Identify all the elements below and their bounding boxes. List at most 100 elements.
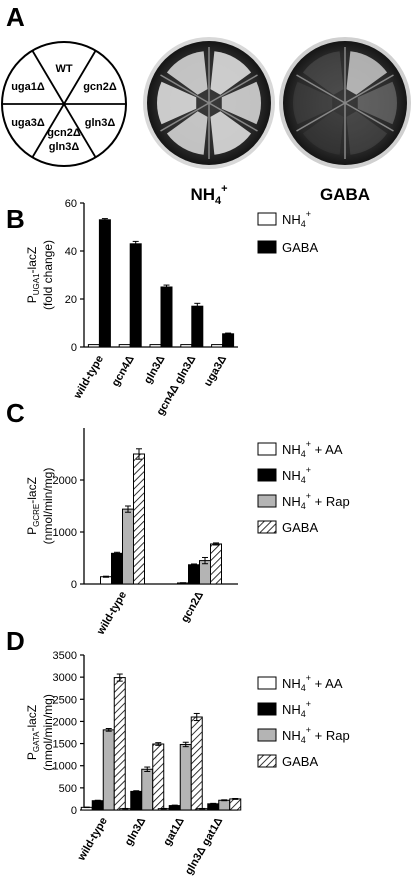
- legend-label: NH4+: [282, 699, 311, 719]
- label-base: NH: [190, 185, 215, 204]
- legend-sub: 4: [301, 501, 306, 511]
- legend-base: GABA: [282, 520, 318, 535]
- legend-swatch: [257, 240, 277, 254]
- legend-rest: + Rap: [311, 728, 350, 743]
- legend-swatch: [257, 702, 277, 716]
- legend-sub: 4: [301, 683, 306, 693]
- ylabel-main: P: [25, 527, 39, 535]
- growth-streak: [346, 111, 388, 155]
- category-label: gln3Δ: [123, 815, 149, 848]
- legend-swatch: [257, 676, 277, 690]
- bar: [111, 552, 123, 585]
- bar: [113, 677, 126, 811]
- sector-line: [160, 74, 210, 104]
- category-label: uga3Δ: [202, 353, 229, 388]
- sector-line: [344, 102, 394, 132]
- strain-wheel-diagram: WT gcn2Δ gln3Δ gcn2Δ gln3Δ uga3Δ uga1Δ: [1, 41, 127, 167]
- bar: [98, 219, 111, 348]
- sector-line: [208, 102, 258, 132]
- bar: [188, 564, 200, 585]
- legend-sup: +: [306, 465, 311, 475]
- category-label: gcn4Δ: [110, 353, 137, 388]
- y-axis-label-units: (fold change): [41, 240, 55, 310]
- legend-swatch: [257, 468, 277, 482]
- bar: [133, 453, 145, 585]
- bar: [129, 243, 142, 348]
- bar: [91, 800, 104, 811]
- legend-label: NH4+ + AA: [282, 439, 343, 459]
- legend-base: NH: [282, 468, 301, 483]
- bar: [160, 286, 173, 348]
- bar: [179, 743, 192, 811]
- sector-line: [296, 102, 346, 132]
- y-tick-label: 2000: [53, 475, 77, 487]
- ylabel-rest: -lacZ: [25, 705, 39, 732]
- bar: [191, 305, 204, 348]
- bar: [210, 543, 222, 585]
- growth-streak: [166, 51, 208, 95]
- legend-swatch: [257, 494, 277, 508]
- legend-base: NH: [282, 494, 301, 509]
- bar: [229, 798, 242, 811]
- y-tick-label: 40: [65, 246, 77, 258]
- sector-line: [296, 74, 346, 104]
- growth-sectors: [156, 47, 261, 159]
- label-sub: 4: [215, 195, 222, 207]
- legend-base: NH: [282, 442, 301, 457]
- panel-letter-b: B: [6, 204, 25, 234]
- sector-label-uga3: uga3Δ: [11, 117, 45, 129]
- bar: [87, 344, 100, 348]
- bar: [149, 344, 162, 348]
- bar: [118, 344, 131, 348]
- bar: [141, 768, 154, 811]
- bar: [218, 799, 231, 811]
- ylabel-main: P: [25, 752, 39, 760]
- y-tick-label: 60: [65, 198, 77, 210]
- bar: [211, 344, 224, 348]
- legend-label: NH4+ + AA: [282, 673, 343, 693]
- legend-label: NH4+ + Rap: [282, 725, 350, 745]
- y-tick-label: 2000: [53, 716, 77, 728]
- legend-label: GABA: [282, 240, 318, 255]
- legend-sup: +: [306, 491, 311, 501]
- legend-sub: 4: [301, 449, 306, 459]
- plate-photo-gaba: [279, 37, 411, 169]
- bar: [102, 729, 115, 811]
- growth-streak: [293, 81, 333, 125]
- sector-line: [160, 102, 210, 132]
- legend-sup: +: [306, 439, 311, 449]
- category-label: wild-type: [94, 590, 129, 638]
- legend-rest: + AA: [311, 676, 343, 691]
- legend-label: NH4+: [282, 465, 311, 485]
- legend-sup: +: [306, 725, 311, 735]
- ylabel-sub: UGA1: [32, 273, 41, 295]
- legend-sup: +: [306, 209, 311, 219]
- legend-base: NH: [282, 728, 301, 743]
- legend-base: GABA: [282, 240, 318, 255]
- growth-streak: [357, 81, 397, 125]
- growth-streak: [156, 81, 197, 125]
- legend-sub: 4: [301, 475, 306, 485]
- category-label: gln3Δ: [142, 353, 168, 386]
- legend-sub: 4: [301, 735, 306, 745]
- legend-base: NH: [282, 212, 301, 227]
- growth-sectors: [293, 47, 397, 159]
- legend-sub: 4: [301, 709, 306, 719]
- growth-streak: [346, 51, 388, 95]
- ylabel-sub: GATA: [32, 731, 41, 752]
- sector-label-gcn2: gcn2Δ: [83, 81, 117, 93]
- y-tick-label: 500: [59, 783, 77, 795]
- panel-letter-d: D: [6, 626, 25, 656]
- sector-label-wt: WT: [55, 63, 72, 75]
- bar: [122, 508, 134, 585]
- plate-label-nh4: NH4+: [190, 183, 227, 207]
- legend-swatch: [257, 212, 277, 226]
- wheel-divider: [31, 49, 65, 105]
- sector-label-gln3: gln3Δ: [85, 117, 116, 129]
- category-label: wild-type: [75, 816, 110, 864]
- category-label: gln3Δ gat1Δ: [183, 815, 225, 877]
- y-tick-label: 1500: [53, 739, 77, 751]
- sector-line: [344, 74, 394, 104]
- growth-streak: [210, 51, 252, 95]
